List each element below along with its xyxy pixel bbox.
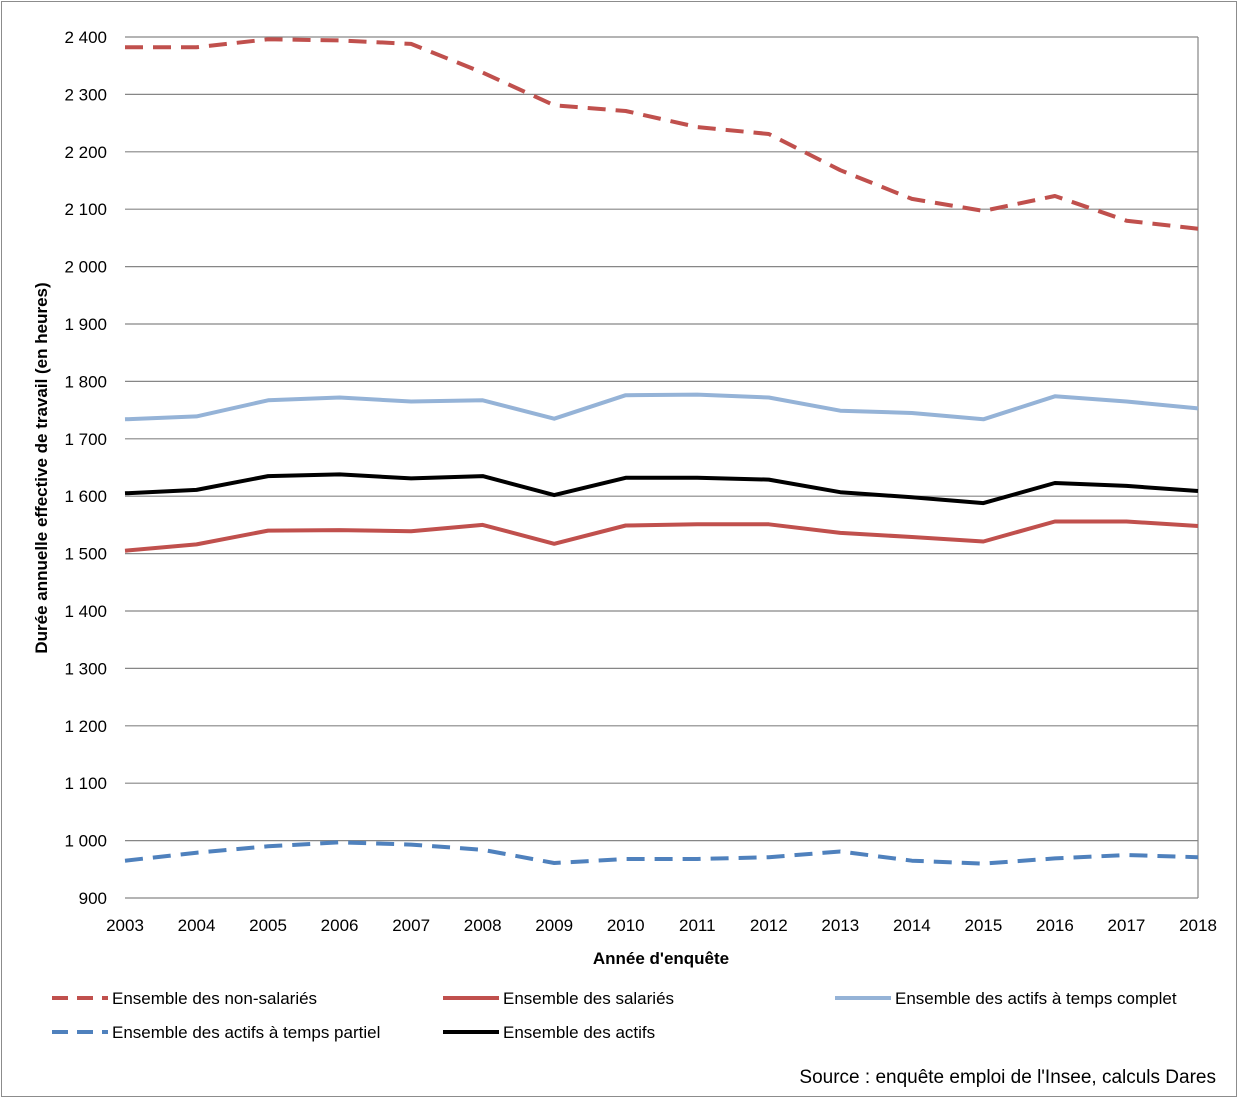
y-tick-label: 2 200 [64, 143, 107, 162]
x-tick-label: 2006 [321, 916, 359, 935]
x-tick-label: 2015 [964, 916, 1002, 935]
legend-label-5: Ensemble des actifs [503, 1023, 655, 1042]
y-tick-label: 1 900 [64, 315, 107, 334]
series-line-3 [124, 392, 1199, 422]
x-tick-label: 2013 [821, 916, 859, 935]
x-tick-label: 2005 [249, 916, 287, 935]
x-tick-label: 2017 [1108, 916, 1146, 935]
x-tick-label: 2008 [464, 916, 502, 935]
x-axis-ticks: 2003 2004 2005 2006 2007 2008 2009 2010 2011 2012… [106, 916, 1217, 935]
x-tick-label: 2016 [1036, 916, 1074, 935]
x-tick-label: 2004 [178, 916, 216, 935]
series-lines [124, 37, 1199, 866]
x-tick-label: 2010 [607, 916, 645, 935]
y-tick-label: 2 000 [64, 258, 107, 277]
y-axis-ticks: 900 1 000 1 100 1 200 1 300 1 400 1 500 1 600 1 … [64, 28, 107, 908]
series-line-5 [124, 472, 1199, 506]
y-tick-label: 2 100 [64, 200, 107, 219]
y-tick-label: 2 400 [64, 28, 107, 47]
x-tick-label: 2007 [392, 916, 430, 935]
legend-label-2: Ensemble des salariés [503, 989, 674, 1008]
gridlines [125, 36, 1199, 899]
y-tick-label: 900 [79, 889, 107, 908]
y-tick-label: 1 000 [64, 832, 107, 851]
y-tick-label: 1 500 [64, 545, 107, 564]
x-axis-title: Année d'enquête [593, 949, 729, 968]
x-tick-label: 2012 [750, 916, 788, 935]
x-tick-label: 2014 [893, 916, 931, 935]
series-line-1 [125, 37, 1199, 231]
y-axis-title: Durée annuelle effective de travail (en … [32, 282, 51, 653]
legend-label-3: Ensemble des actifs à temps complet [895, 989, 1177, 1008]
source-note: Source : enquête emploi de l'Insee, calc… [799, 1067, 1216, 1088]
x-tick-label: 2011 [679, 916, 716, 935]
legend: Ensemble des non-salariés Ensemble des sa… [52, 989, 1177, 1042]
y-tick-label: 1 300 [64, 659, 107, 678]
x-tick-label: 2009 [535, 916, 573, 935]
series-line-2 [124, 519, 1199, 553]
x-tick-label: 2018 [1179, 916, 1217, 935]
series-line-4 [124, 840, 1199, 866]
y-tick-label: 1 200 [64, 717, 107, 736]
y-tick-label: 2 300 [64, 85, 107, 104]
y-tick-label: 1 400 [64, 602, 107, 621]
y-tick-label: 1 600 [64, 487, 107, 506]
legend-label-1: Ensemble des non-salariés [112, 989, 317, 1008]
y-tick-label: 1 700 [64, 430, 107, 449]
legend-label-4: Ensemble des actifs à temps partiel [112, 1023, 380, 1042]
y-tick-label: 1 800 [64, 372, 107, 391]
x-tick-label: 2003 [106, 916, 144, 935]
y-tick-label: 1 100 [64, 774, 107, 793]
